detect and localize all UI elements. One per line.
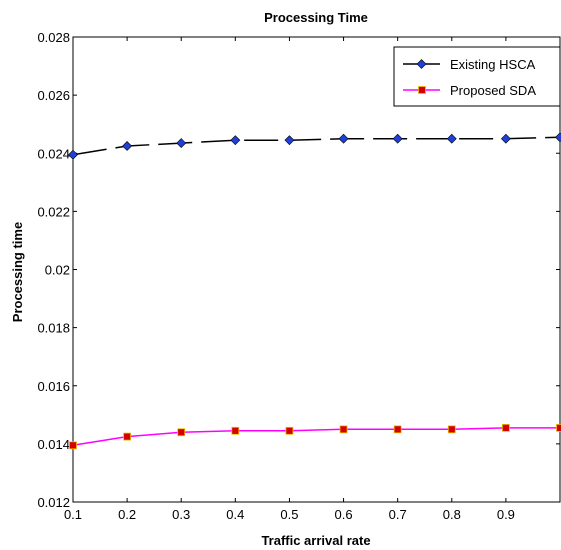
y-tick-label: 0.02 [45, 263, 70, 278]
chart-title: Processing Time [264, 10, 368, 25]
data-point-proposed-sda [339, 425, 348, 434]
data-point-existing-hsca [500, 133, 511, 144]
data-point-existing-hsca [338, 133, 349, 144]
y-tick-label: 0.018 [37, 321, 70, 336]
data-point-existing-hsca [68, 149, 78, 160]
data-point-existing-hsca [122, 141, 133, 151]
y-tick-label: 0.022 [37, 204, 70, 219]
data-point-proposed-sda [123, 432, 132, 441]
data-point-existing-hsca [392, 133, 403, 144]
x-tick-label: 0.1 [64, 507, 82, 522]
data-point-proposed-sda [285, 426, 294, 435]
y-tick-label: 0.014 [37, 437, 70, 452]
data-point-proposed-sda [556, 423, 561, 432]
legend-marker-existing-hsca [416, 59, 427, 69]
legend-box [393, 46, 561, 107]
legend-label-existing-hsca: Existing HSCA [450, 57, 536, 72]
series-line-existing-hsca [72, 136, 561, 156]
y-tick-label: 0.028 [37, 30, 70, 45]
y-tick-label: 0.012 [37, 495, 70, 510]
legend: Existing HSCA Proposed SDA [393, 46, 561, 107]
x-tick-label: 0.9 [497, 507, 515, 522]
x-axis-title: Traffic arrival rate [261, 533, 370, 548]
data-point-proposed-sda [393, 425, 402, 434]
x-tick-label: 0.5 [280, 507, 298, 522]
y-tick-label: 0.026 [37, 88, 70, 103]
data-point-proposed-sda [231, 426, 240, 435]
data-point-proposed-sda [447, 425, 456, 434]
x-tick-label: 0.2 [118, 507, 136, 522]
series-line-proposed-sda [72, 427, 560, 447]
data-point-existing-hsca [230, 135, 241, 146]
data-point-proposed-sda [177, 428, 186, 437]
y-tick-label: 0.016 [37, 379, 70, 394]
legend-label-proposed-sda: Proposed SDA [450, 83, 536, 98]
plot-area-frame [72, 36, 561, 503]
data-point-existing-hsca [555, 132, 561, 143]
y-tick-label: 0.024 [37, 146, 70, 161]
x-tick-label: 0.7 [389, 507, 407, 522]
data-point-proposed-sda [501, 423, 510, 432]
x-tick-label: 0.4 [226, 507, 244, 522]
data-point-existing-hsca [284, 135, 295, 146]
data-point-proposed-sda [69, 441, 77, 450]
data-point-existing-hsca [176, 138, 187, 149]
x-tick-label: 0.3 [172, 507, 190, 522]
y-axis-title: Processing time [10, 222, 25, 322]
x-tick-label: 0.8 [443, 507, 461, 522]
data-point-existing-hsca [446, 133, 457, 144]
legend-marker-proposed-sda [418, 86, 426, 94]
x-tick-label: 0.6 [335, 507, 353, 522]
